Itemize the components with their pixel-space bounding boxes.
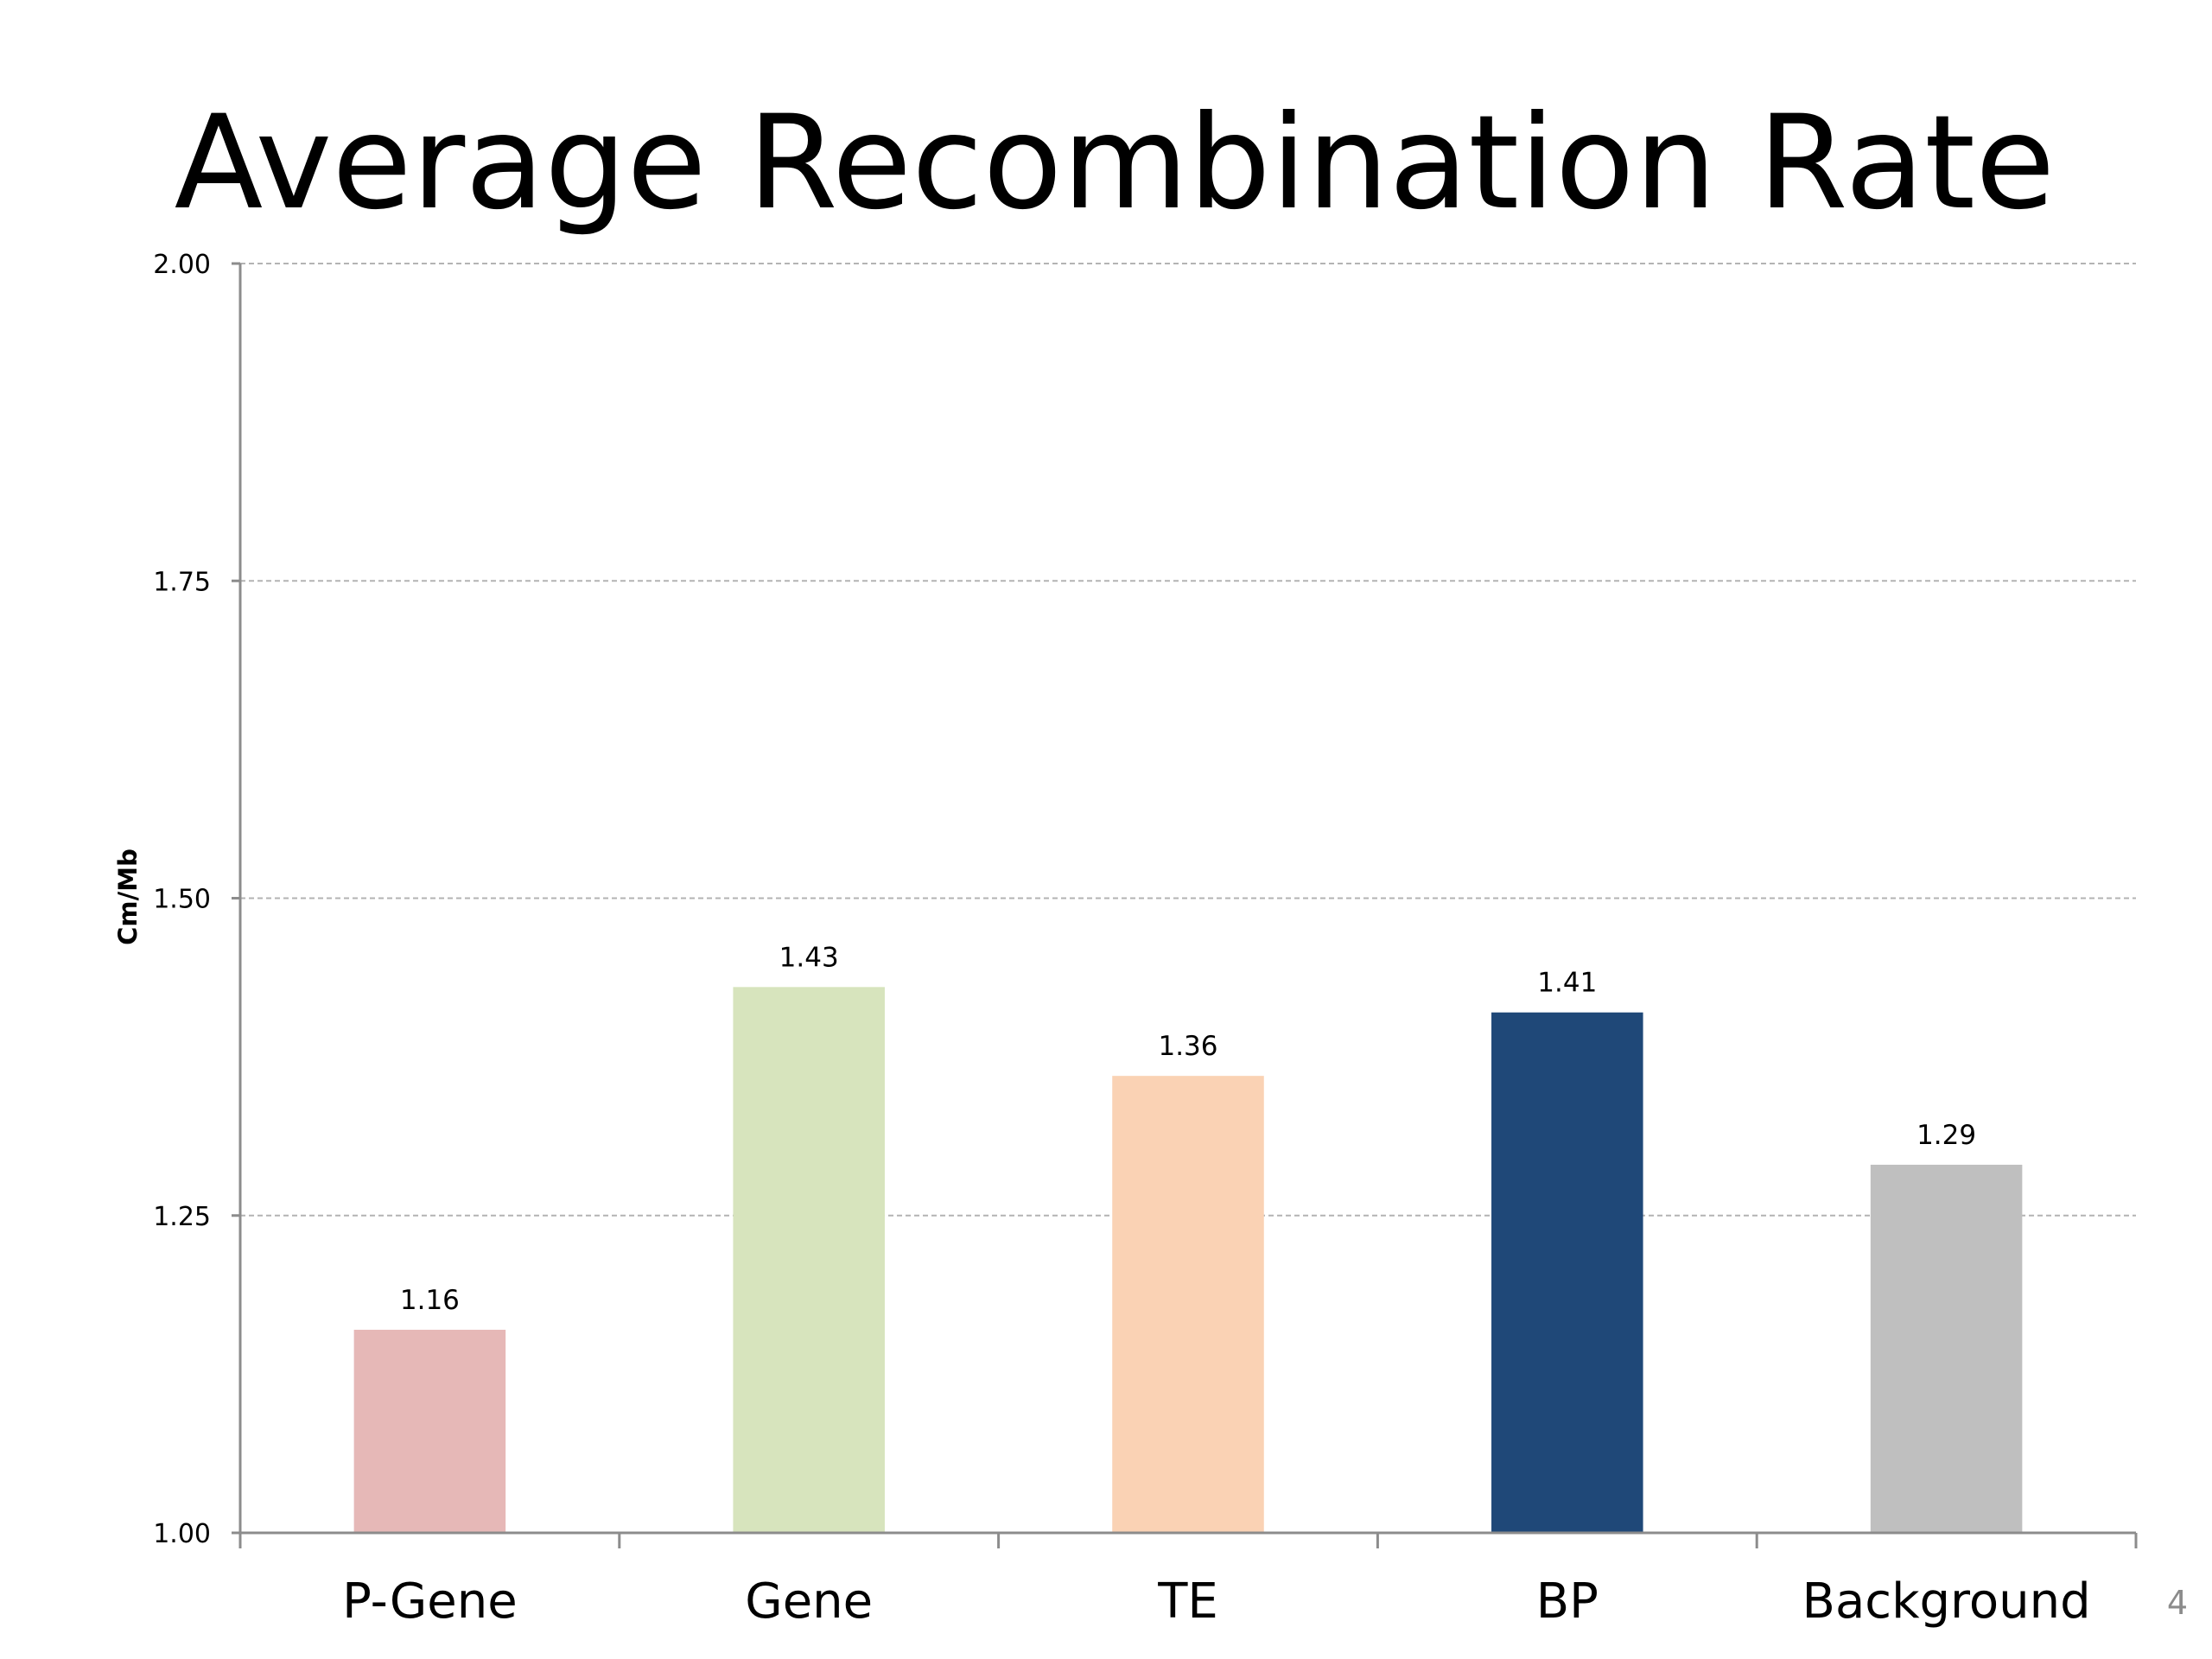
y-tick-label: 1.25 [153,1202,211,1232]
page-number: 4 [2167,1584,2188,1622]
gridlines [240,263,2136,1217]
bar-bp [1491,1012,1643,1533]
y-tick-label: 1.00 [153,1519,211,1549]
data-label: 1.36 [1158,1031,1217,1062]
category-label: Background [1802,1573,2091,1630]
category-label: P-Gene [342,1573,518,1630]
category-label: BP [1536,1573,1599,1630]
y-tick-label: 1.75 [153,567,211,597]
data-label: 1.16 [400,1285,460,1316]
y-axis-title: Cm/Mb [113,849,143,945]
bar-gene [733,987,885,1533]
data-label: 1.41 [1537,968,1597,999]
category-label: TE [1157,1573,1218,1630]
bar-te [1112,1076,1264,1533]
category-label: Gene [745,1573,873,1630]
y-tick-label: 1.50 [153,885,211,915]
bar-background [1870,1164,2023,1533]
data-label: 1.43 [779,942,839,973]
labels: 1.00 1.25 1.50 1.75 2.00 1.16 P-Gene 1.43 Gene 1.… [153,250,2090,1630]
data-label: 1.29 [1916,1120,1976,1151]
bars [353,987,2023,1533]
y-tick-label: 2.00 [153,250,211,280]
slide-title: Average Recombination Rate [175,88,2056,238]
bar-p-gene [353,1329,506,1533]
axes [232,262,2138,1548]
